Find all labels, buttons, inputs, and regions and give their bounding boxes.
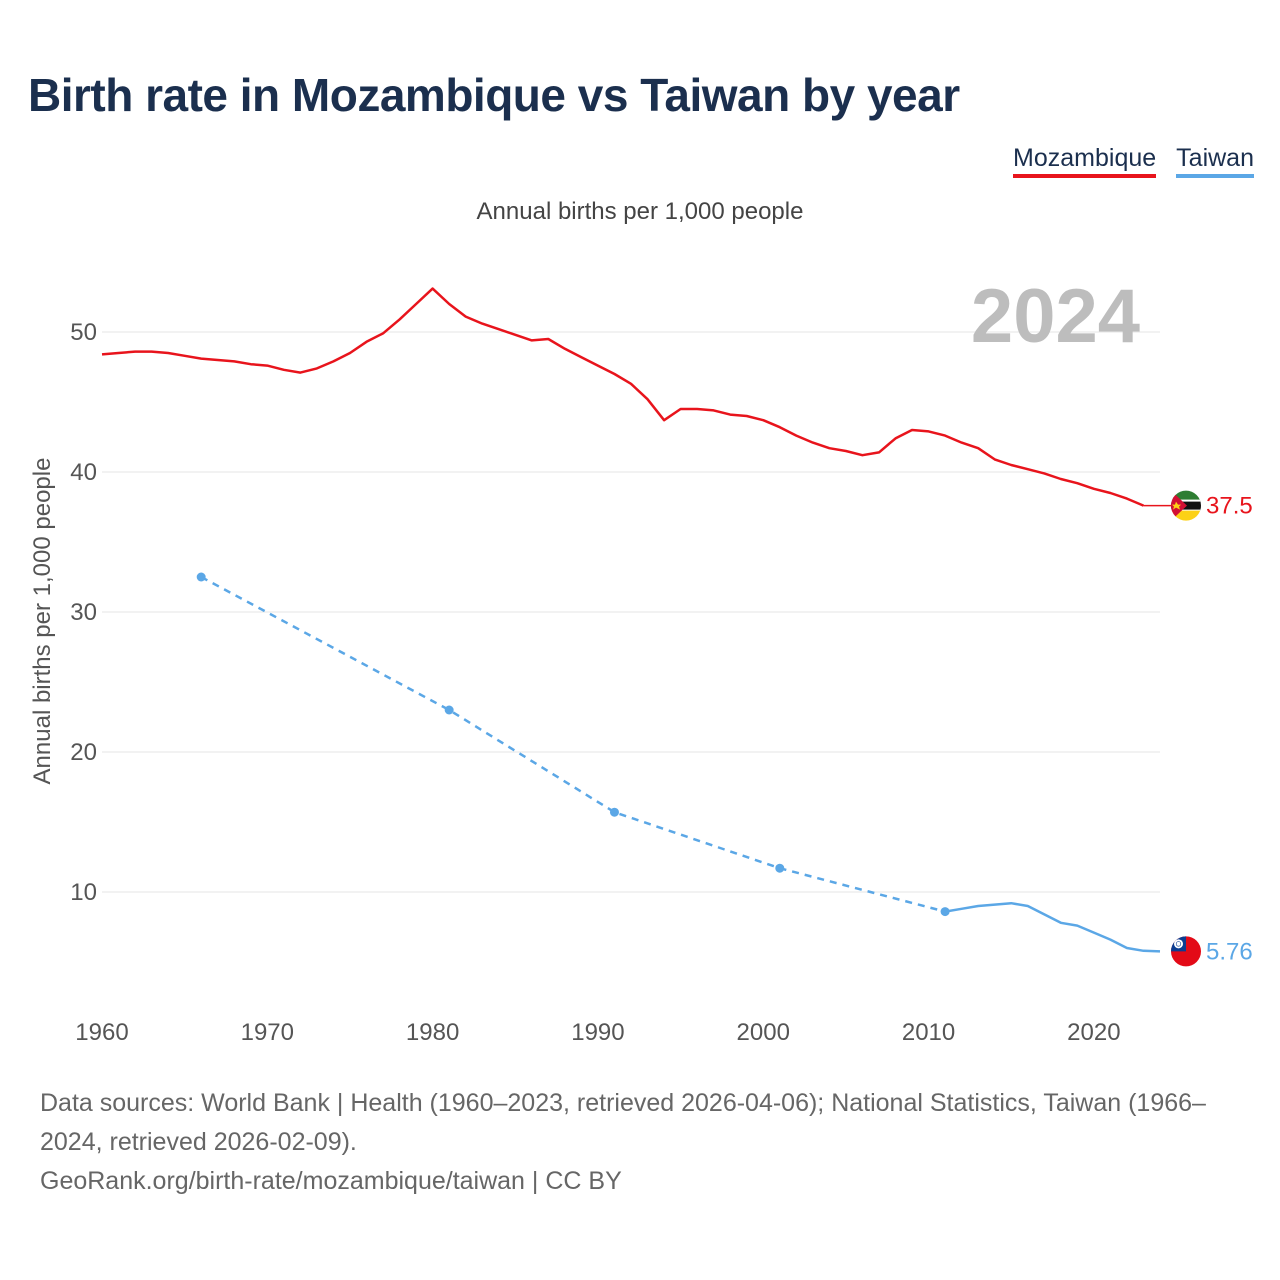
taiwan-dashed-line bbox=[200, 575, 946, 913]
y-tick-label-30: 30 bbox=[70, 599, 97, 626]
x-tick-label-1960: 1960 bbox=[75, 1019, 128, 1046]
legend: Mozambique Taiwan bbox=[1013, 144, 1254, 178]
mozambique-line bbox=[101, 287, 1144, 507]
taiwan-point-1991 bbox=[609, 807, 619, 817]
taiwan-end-value: 5.76 bbox=[1206, 938, 1253, 965]
mozambique-end-value: 37.5 bbox=[1206, 493, 1253, 520]
x-axis-ticks: 1960 1970 1980 1990 2000 2010 2020 bbox=[75, 1019, 1120, 1046]
taiwan-line bbox=[944, 901, 1161, 953]
x-tick-label-1990: 1990 bbox=[571, 1019, 624, 1046]
x-tick-label-2010: 2010 bbox=[902, 1019, 955, 1046]
footer: Data sources: World Bank | Health (1960–… bbox=[40, 1084, 1250, 1201]
series-lines bbox=[101, 287, 1161, 953]
y-axis-label: Annual births per 1,000 people bbox=[29, 458, 56, 785]
taiwan-point-2011 bbox=[940, 907, 950, 917]
chart-title: Birth rate in Mozambique vs Taiwan by ye… bbox=[28, 69, 960, 121]
chart-subtitle: Annual births per 1,000 people bbox=[476, 198, 804, 225]
taiwan-point-2001 bbox=[775, 863, 785, 873]
credit-link[interactable]: GeoRank.org/birth-rate/mozambique/taiwan… bbox=[40, 1167, 622, 1195]
x-tick-label-2020: 2020 bbox=[1067, 1019, 1120, 1046]
y-tick-label-50: 50 bbox=[70, 319, 97, 346]
year-indicator: 2024 bbox=[971, 274, 1140, 359]
legend-item-taiwan[interactable]: Taiwan bbox=[1176, 144, 1254, 178]
end-markers: 37.5 5.76 bbox=[1143, 490, 1253, 967]
mozambique-flag-icon bbox=[1171, 490, 1201, 521]
x-tick-label-2000: 2000 bbox=[737, 1019, 790, 1046]
taiwan-point-1966 bbox=[196, 572, 206, 582]
grid-lines bbox=[102, 331, 1160, 893]
taiwan-flag-icon bbox=[1171, 936, 1201, 967]
y-tick-label-10: 10 bbox=[70, 879, 97, 906]
x-tick-label-1970: 1970 bbox=[241, 1019, 294, 1046]
data-sources: Data sources: World Bank | Health (1960–… bbox=[40, 1089, 1206, 1156]
taiwan-point-1981 bbox=[444, 705, 454, 715]
y-tick-label-40: 40 bbox=[70, 459, 97, 486]
legend-item-mozambique[interactable]: Mozambique bbox=[1013, 144, 1157, 178]
x-tick-label-1980: 1980 bbox=[406, 1019, 459, 1046]
y-tick-label-20: 20 bbox=[70, 739, 97, 766]
y-axis-ticks: 10 20 30 40 50 bbox=[70, 319, 97, 906]
